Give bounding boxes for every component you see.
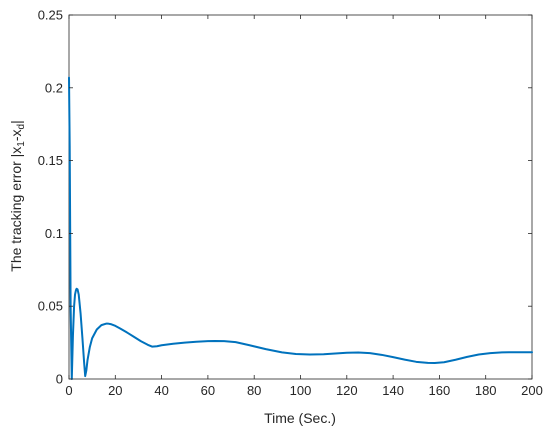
y-tick-label: 0.05 <box>38 299 63 314</box>
axis-ticks: 0 20 40 60 80 100 120 140 160 180 200 0 0.05 0.1 0.15 0… <box>38 8 543 399</box>
x-tick-label: 0 <box>65 383 72 398</box>
x-tick-label: 60 <box>201 383 215 398</box>
x-axis-label: Time (Sec.) <box>264 410 336 426</box>
y-axis-label: The tracking error |x1-xd| <box>8 120 27 271</box>
x-tick-label: 100 <box>290 383 312 398</box>
y-tick-label: 0.2 <box>45 80 63 95</box>
x-tick-label: 180 <box>475 383 497 398</box>
x-tick-label: 40 <box>154 383 168 398</box>
x-tick-label: 160 <box>429 383 451 398</box>
x-tick-label: 80 <box>247 383 261 398</box>
series-line-1 <box>68 76 533 380</box>
y-tick-label: 0.25 <box>38 8 63 23</box>
x-tick-label: 140 <box>382 383 404 398</box>
x-tick-label: 120 <box>336 383 358 398</box>
y-tick-label: 0.15 <box>38 153 63 168</box>
y-tick-label: 0.1 <box>45 226 63 241</box>
y-tick-label: 0 <box>56 372 63 387</box>
x-tick-label: 20 <box>108 383 122 398</box>
x-tick-label: 200 <box>521 383 543 398</box>
